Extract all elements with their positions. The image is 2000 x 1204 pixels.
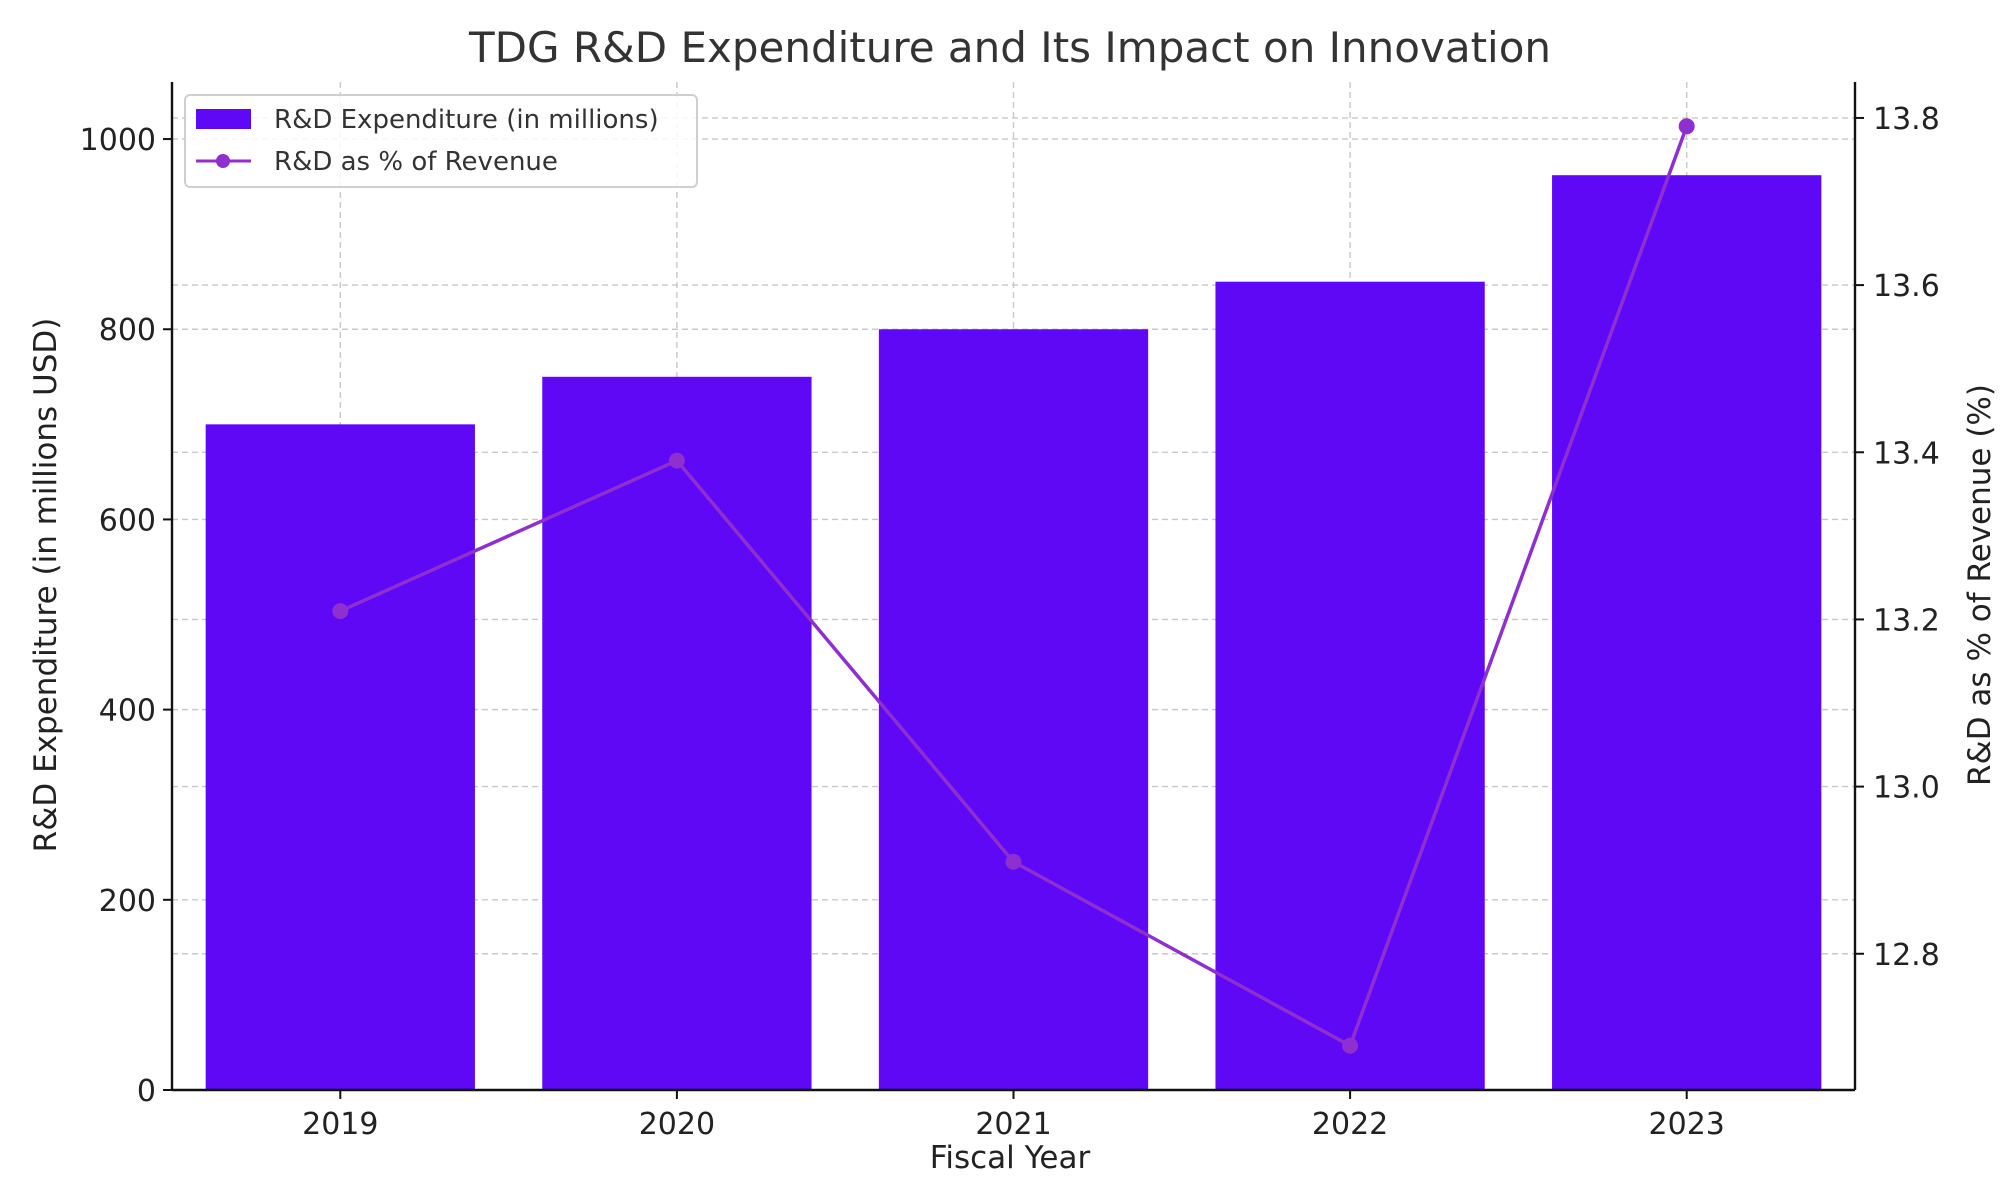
legend-bar-label: R&D Expenditure (in millions) (274, 105, 659, 135)
y2-tick-label: 13.8 (1873, 102, 1940, 137)
line-point-2020 (668, 452, 685, 469)
y2-tick-label: 13.0 (1873, 771, 1940, 806)
line-series (332, 118, 1695, 1054)
legend-line-marker (216, 154, 230, 168)
y2-tick-label: 12.8 (1873, 938, 1940, 973)
y-tick-label: 1000 (80, 123, 156, 158)
legend-bar-swatch (196, 109, 251, 129)
line-point-2021 (1005, 853, 1022, 870)
y-tick-label: 800 (99, 313, 156, 348)
bar-2021 (878, 329, 1149, 1091)
bar-2023 (1552, 175, 1822, 1091)
axes: 0 200 400 600 800 1000 12.8 13.0 13.2 13.4 13.6 13.… (80, 82, 1940, 1142)
line-point-2022 (1342, 1037, 1359, 1054)
line-point-2019 (332, 603, 349, 620)
chart-title: TDG R&D Expenditure and Its Impact on In… (468, 23, 1551, 72)
bar-2022 (1215, 281, 1485, 1090)
x-axis-title: Fiscal Year (930, 1140, 1091, 1176)
bar-series (205, 175, 1822, 1091)
y-tick-label: 600 (99, 503, 156, 538)
legend-line-label: R&D as % of Revenue (274, 147, 558, 177)
legend: R&D Expenditure (in millions) R&D as % o… (184, 94, 698, 188)
y-axis-title: R&D Expenditure (in millions USD) (28, 318, 64, 853)
y-tick-label: 400 (99, 694, 156, 729)
y2-axis-title: R&D as % of Revenue (%) (1962, 384, 1998, 786)
line-point-2023 (1678, 118, 1695, 135)
x-tick-label: 2021 (975, 1107, 1051, 1142)
y2-tick-label: 13.2 (1873, 603, 1940, 638)
x-tick-label: 2020 (639, 1107, 715, 1142)
y-tick-label: 200 (99, 884, 156, 919)
x-tick-label: 2022 (1312, 1107, 1388, 1142)
y-tick-label: 0 (137, 1074, 156, 1109)
x-tick-label: 2023 (1649, 1107, 1725, 1142)
y2-tick-label: 13.4 (1873, 436, 1940, 471)
bar-2019 (205, 424, 475, 1091)
legend-box (184, 94, 698, 188)
bar-2020 (542, 376, 812, 1090)
y2-tick-label: 13.6 (1873, 269, 1940, 304)
x-tick-label: 2019 (302, 1107, 378, 1142)
